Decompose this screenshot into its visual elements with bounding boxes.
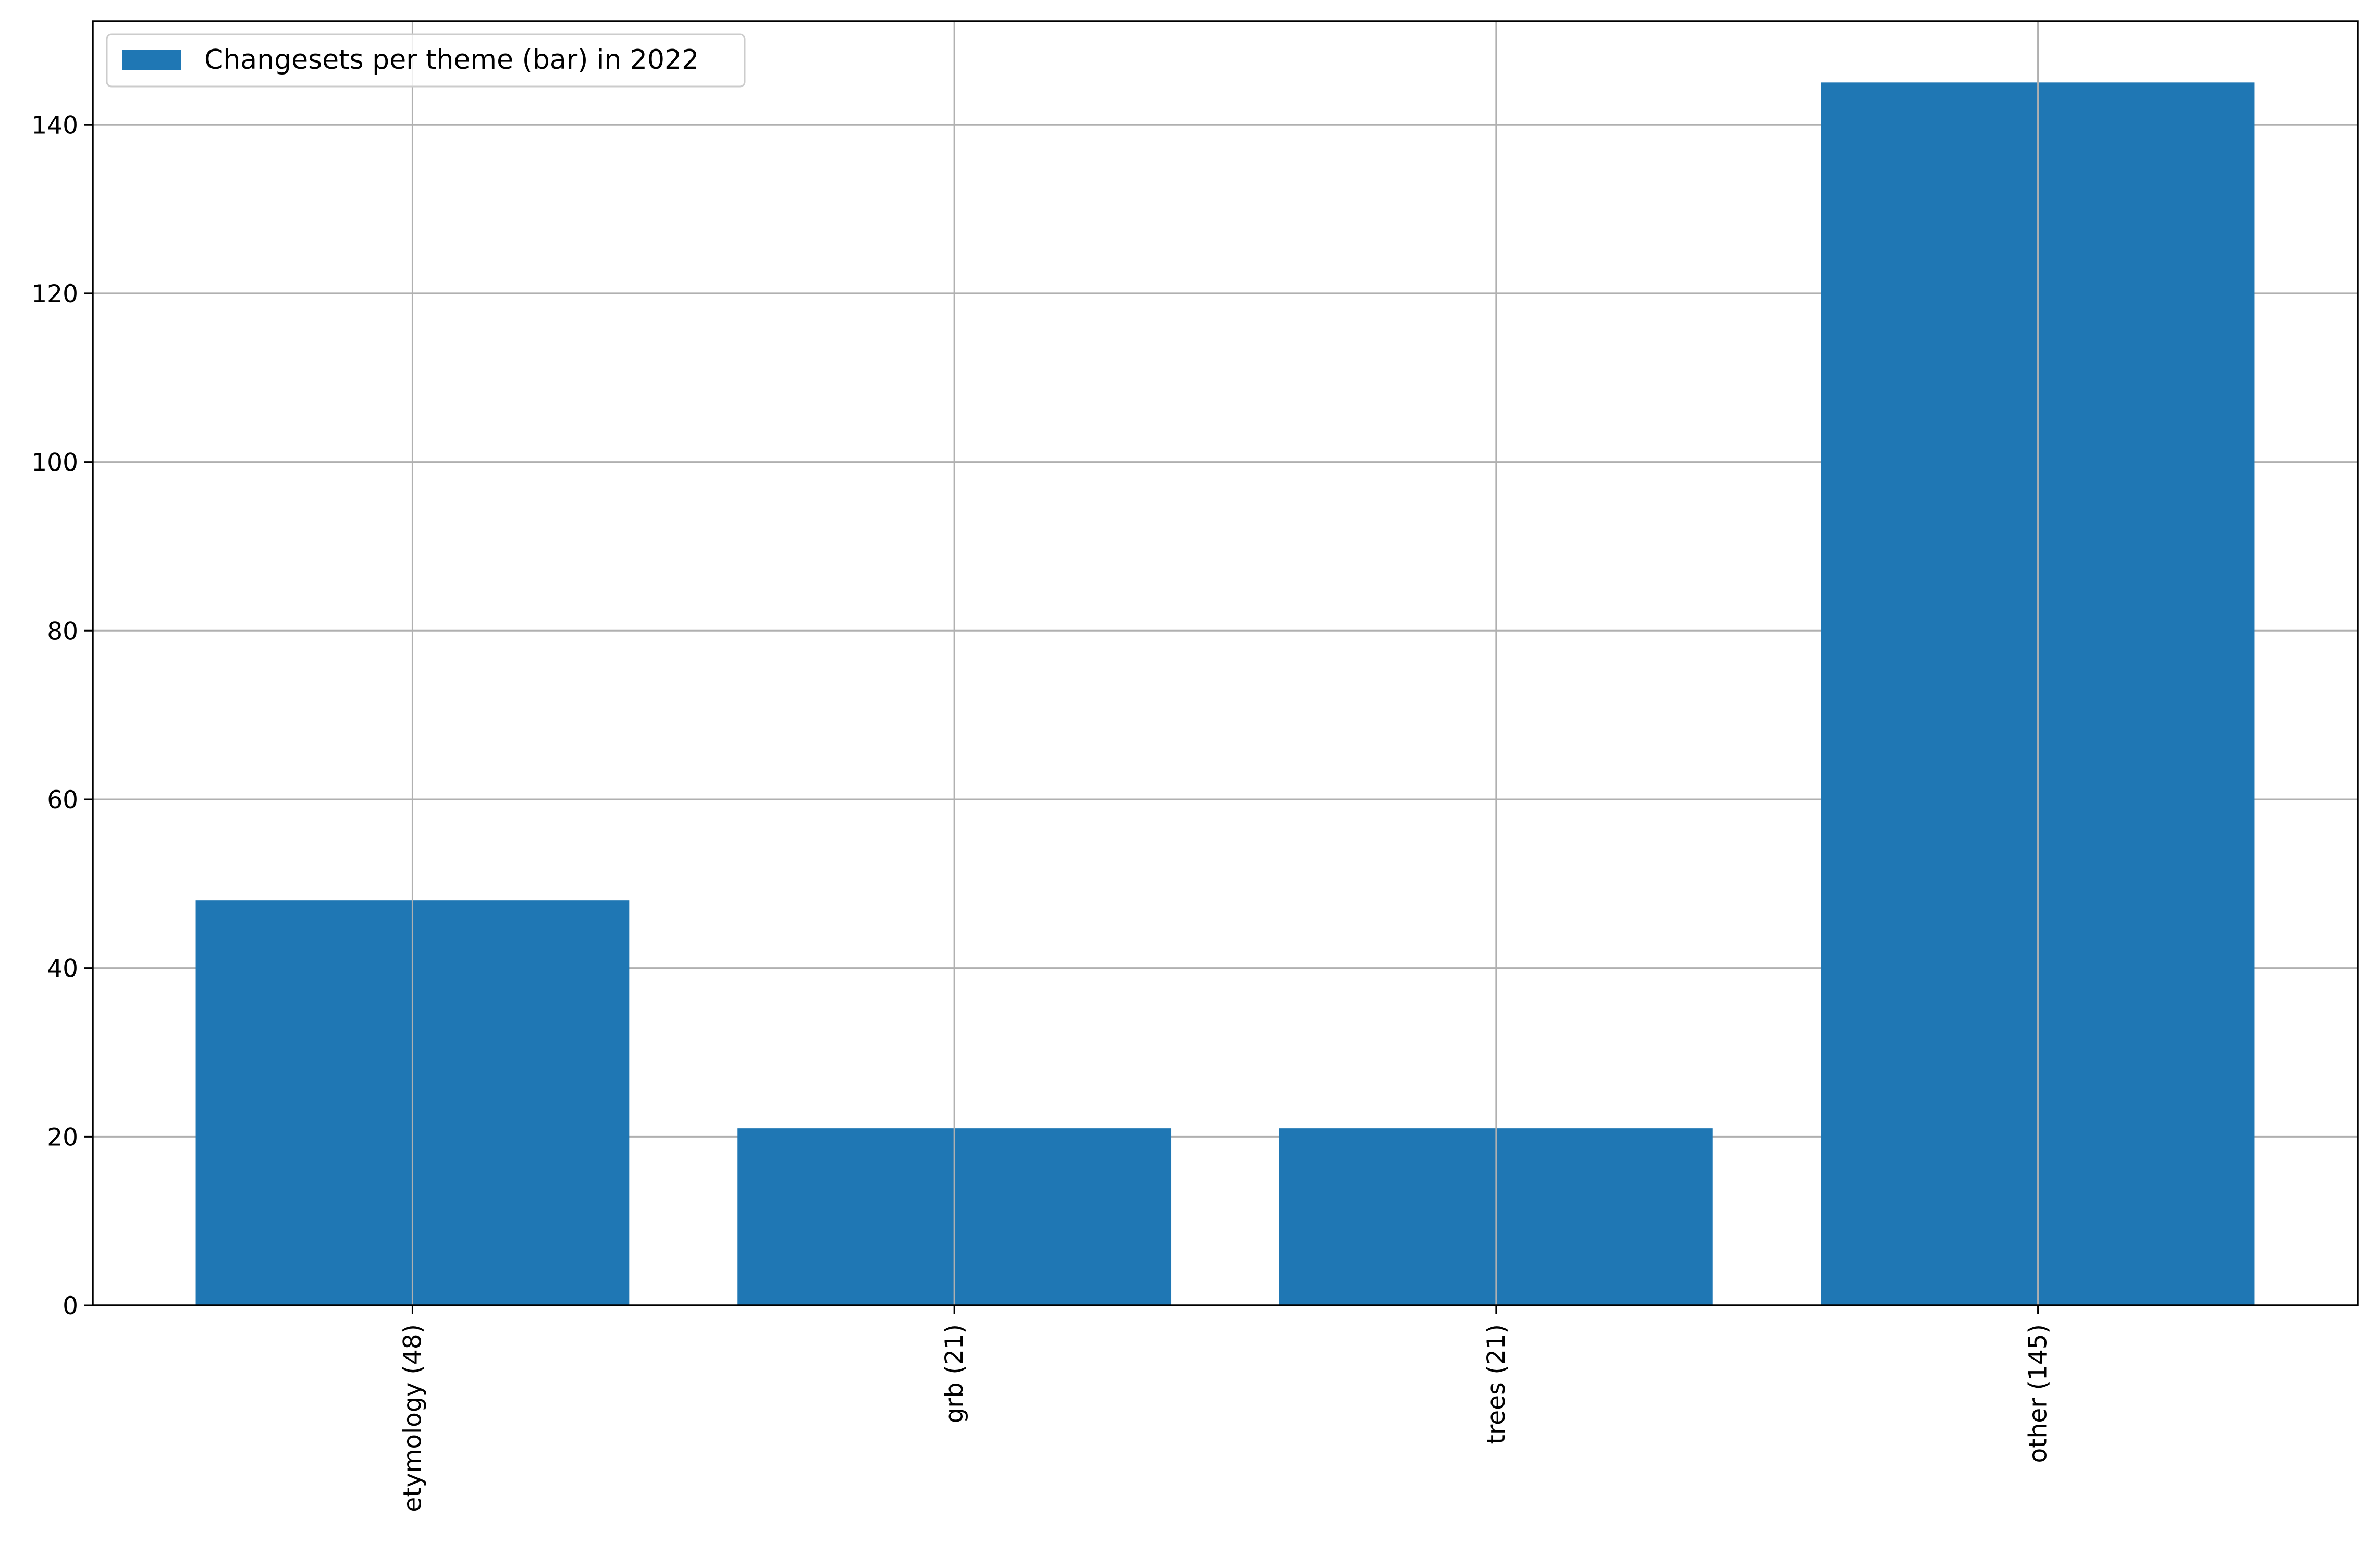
x-tick-label: grb (21) <box>940 1324 969 1423</box>
legend-frame <box>106 33 746 88</box>
plot-area: 0 20 40 60 80 100 120 140 etymology (48) grb (21… <box>31 20 2359 1512</box>
y-tick-label: 60 <box>47 786 78 814</box>
axes-frame <box>92 20 2359 1306</box>
x-tick-label: etymology (48) <box>398 1324 427 1512</box>
x-tick-label: other (145) <box>2024 1324 2053 1463</box>
x-axis-ticks: etymology (48) grb (21) trees (21) other (1… <box>398 1305 2053 1512</box>
legend: Changesets per theme (bar) in 2022 <box>106 33 746 88</box>
y-tick-label: 0 <box>63 1292 78 1320</box>
y-tick-label: 120 <box>31 280 78 308</box>
y-tick-label: 80 <box>47 617 78 646</box>
y-tick-label: 140 <box>31 111 78 140</box>
x-tick-label: trees (21) <box>1482 1324 1511 1444</box>
y-tick-label: 20 <box>47 1123 78 1152</box>
legend-label: Changesets per theme (bar) in 2022 <box>204 44 699 76</box>
y-tick-label: 40 <box>47 955 78 983</box>
y-axis-ticks: 0 20 40 60 80 100 120 140 <box>31 111 93 1320</box>
legend-swatch <box>122 50 181 70</box>
vertical-grid-layer <box>411 21 2039 1305</box>
y-tick-label: 100 <box>31 449 78 477</box>
